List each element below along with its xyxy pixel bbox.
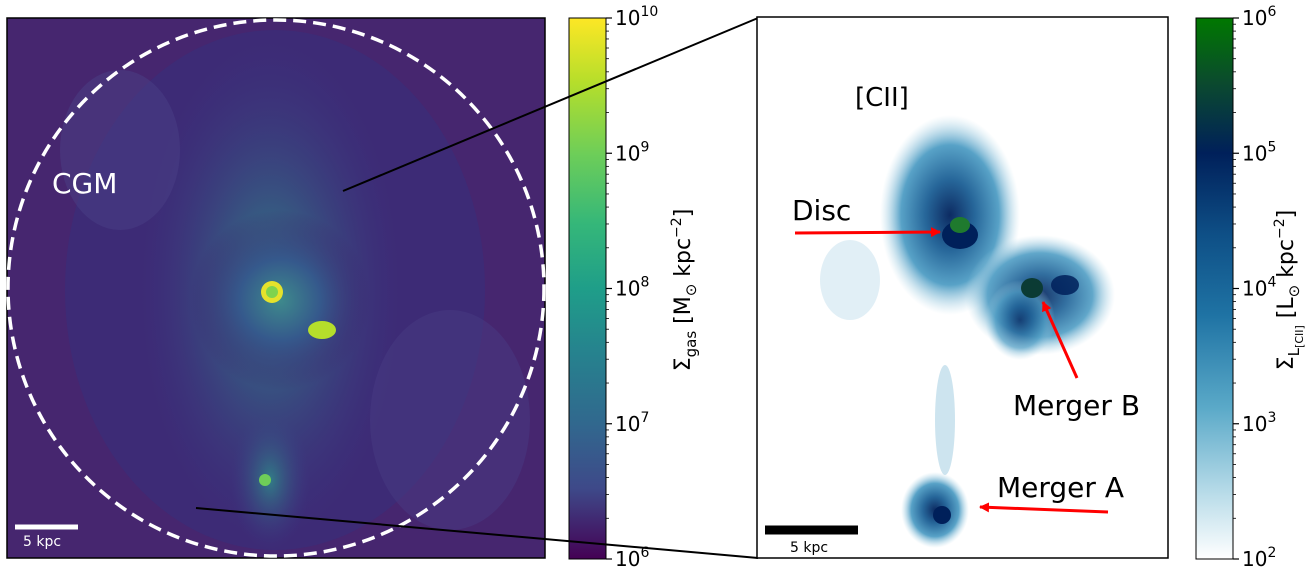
cii-disc-peak (950, 217, 970, 233)
right-colorbar-tick-label: 105 (1242, 139, 1276, 165)
left-colorbar-ticks: 1010 109 108 107 106 (606, 4, 658, 571)
merger-b-gas-peak (308, 321, 336, 339)
right-colorbar-ticks: 106 105 104 103 102 (1233, 4, 1276, 571)
left-colorbar-tick-label: 106 (615, 545, 649, 571)
right-colorbar-tick-label: 106 (1242, 4, 1276, 30)
disc-arrow (794, 227, 941, 238)
cii-merger-a-peak (933, 506, 951, 524)
left-scalebar-label: 5 kpc (23, 534, 61, 550)
merger-b-annotation: Merger B (1013, 389, 1140, 422)
cgm-dashed-circle (6, 18, 546, 558)
cii-merger-b-peak (1021, 278, 1043, 298)
left-colorbar: 1010 109 108 107 106 Σgas [M⊙ kpc−2] (568, 4, 700, 571)
left-colorbar-tick-label: 107 (615, 410, 649, 436)
right-scalebar-label: 5 kpc (790, 540, 828, 556)
left-colorbar-tick-label: 108 (615, 275, 649, 301)
right-colorbar: 106 105 104 103 102 ΣL[CII] [L⊙ kpc−2] (1195, 4, 1306, 571)
left-colorbar-tick-label: 109 (615, 139, 649, 165)
gas-core-glow (190, 210, 370, 390)
right-colorbar-tick-label: 104 (1242, 275, 1276, 301)
cgm-label: CGM (52, 167, 117, 200)
right-colorbar-tick-label: 102 (1242, 545, 1276, 571)
right-colorbar-tick-label: 103 (1242, 410, 1276, 436)
merger-a-annotation: Merger A (997, 471, 1124, 504)
disc-annotation: Disc (792, 194, 851, 227)
left-colorbar-tick-label: 1010 (615, 4, 658, 30)
left-colorbar-label: Σgas [M⊙ kpc−2] (669, 209, 700, 372)
merger-a-arrow (979, 502, 1109, 514)
left-colorbar-gradient (568, 17, 607, 560)
cii-line-label: [CII] (855, 83, 909, 113)
right-colorbar-gradient (1195, 17, 1234, 560)
merger-a-gas-peak (259, 474, 271, 486)
right-colorbar-label: ΣL[CII] [L⊙ kpc−2] (1272, 210, 1306, 370)
merger-b-arrow (1041, 301, 1079, 379)
left-gas-map (7, 18, 545, 558)
zoom-line-top (342, 17, 759, 192)
right-panel-frame (756, 16, 1169, 559)
right-cii-map (757, 17, 1168, 558)
zoom-line-bottom (195, 507, 759, 559)
